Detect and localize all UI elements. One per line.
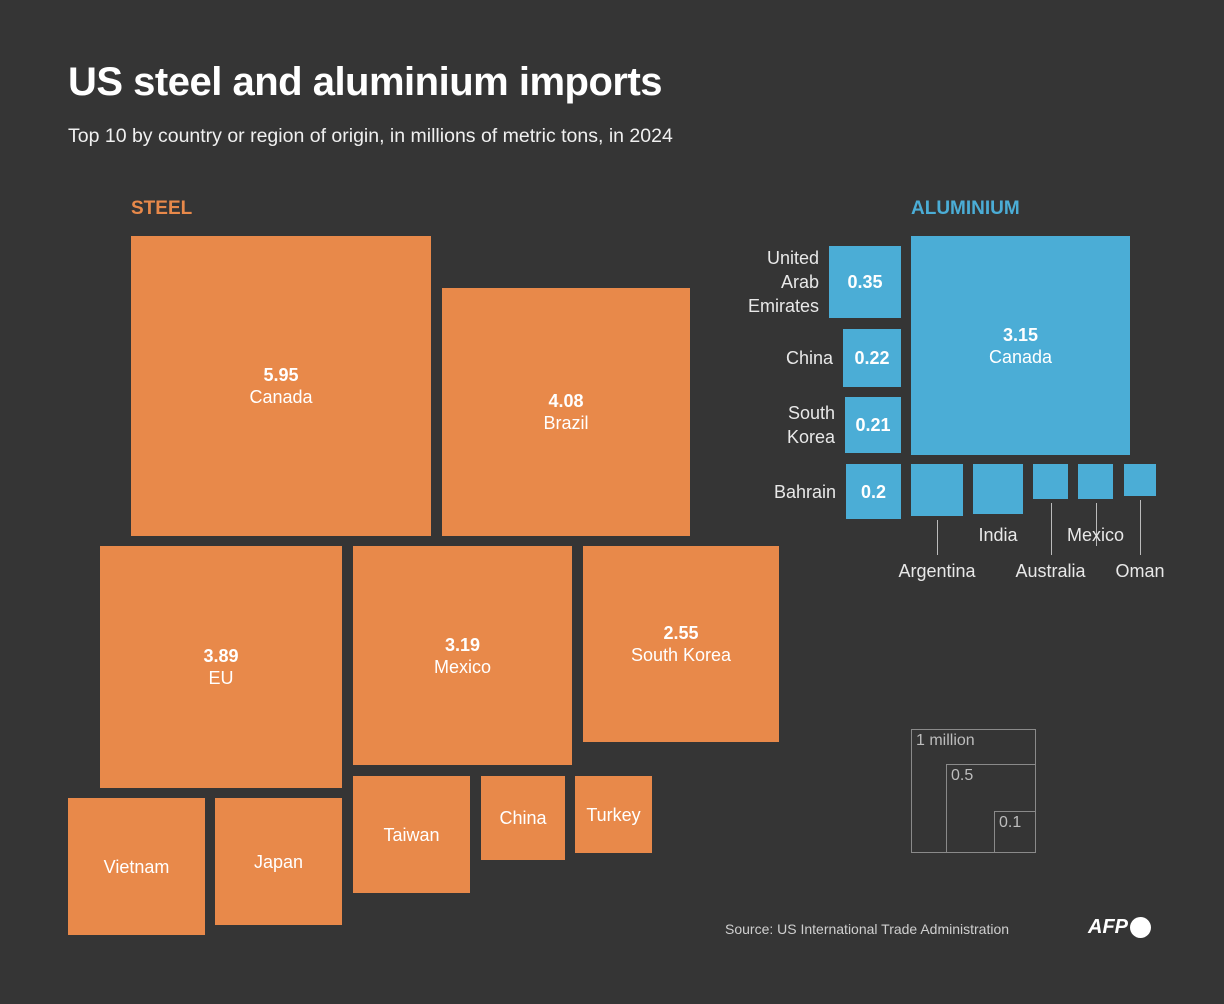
legend-label: 0.5 <box>951 767 974 784</box>
aluminium-square-canada: 3.15 Canada <box>911 236 1130 455</box>
value-label: 3.15 <box>1002 324 1039 345</box>
value-label: 0.2 <box>860 481 887 502</box>
country-label: Vietnam <box>103 856 170 877</box>
country-label: Japan <box>253 851 304 872</box>
aluminium-square-argentina <box>911 464 963 516</box>
steel-square-turkey: Turkey <box>575 776 652 853</box>
country-label: Mexico <box>1066 525 1125 545</box>
country-label: Taiwan <box>383 824 440 845</box>
leader-line <box>937 520 938 555</box>
country-label: United Arab Emirates <box>747 248 819 316</box>
value-label: 3.89 <box>203 646 239 666</box>
steel-square-south-korea: 2.55 South Korea <box>583 546 779 742</box>
country-label: Canada <box>249 387 313 407</box>
country-label: China <box>785 348 833 368</box>
leader-line <box>1095 503 1097 546</box>
aluminium-square-oman <box>1124 464 1156 496</box>
steel-square-brazil: 4.08 Brazil <box>442 288 690 536</box>
chart-title: US steel and aluminium imports <box>68 60 663 104</box>
aluminium-square-united-arab-emirates: 0.35 <box>829 246 901 318</box>
legend-label: 1 million <box>916 732 975 749</box>
country-label: Bahrain <box>773 481 836 502</box>
steel-square-mexico: 3.19 Mexico <box>353 546 572 765</box>
aluminium-square-south-korea: 0.21 <box>845 397 901 453</box>
steel-square-china: China <box>481 776 565 860</box>
value-label: 0.35 <box>847 272 883 292</box>
country-label: Canada <box>988 346 1053 367</box>
country-label: South Korea <box>786 403 835 447</box>
steel-square-japan: Japan <box>215 798 342 925</box>
value-label: 0.21 <box>855 415 891 435</box>
leader-line <box>1140 500 1141 555</box>
chart-subtitle: Top 10 by country or region of origin, i… <box>68 125 673 147</box>
steel-square-taiwan: Taiwan <box>353 776 470 893</box>
aluminium-square-mexico <box>1078 464 1113 499</box>
value-label: 0.22 <box>854 348 890 368</box>
legend-square-0.5: 0.5 <box>946 764 1036 853</box>
value-label: 5.95 <box>263 365 299 385</box>
country-label: Mexico <box>433 656 491 677</box>
steel-square-canada: 5.95 Canada <box>131 236 431 536</box>
aluminium-square-australia <box>1033 464 1068 499</box>
legend-square-0.1: 0.1 <box>994 811 1036 853</box>
afp-logo: AFP <box>1088 916 1151 939</box>
country-label: Oman <box>1115 561 1165 581</box>
country-label: India <box>978 525 1018 545</box>
country-label: China <box>499 808 547 828</box>
country-label: Australia <box>1015 561 1086 581</box>
aluminium-square-bahrain: 0.2 <box>846 464 901 519</box>
country-label: Brazil <box>543 413 589 433</box>
country-label: Argentina <box>898 561 976 581</box>
steel-square-eu: 3.89 EU <box>100 546 342 788</box>
value-label: 4.08 <box>548 391 584 411</box>
country-label: EU <box>208 668 234 688</box>
legend-label: 0.1 <box>999 814 1022 831</box>
value-label: 3.19 <box>444 634 481 655</box>
steel-heading: STEEL <box>131 198 193 219</box>
aluminium-square-china: 0.22 <box>843 329 901 387</box>
value-label: 2.55 <box>663 623 699 643</box>
country-label: Turkey <box>586 804 641 825</box>
source-note: Source: US International Trade Administr… <box>725 921 1010 937</box>
steel-square-vietnam: Vietnam <box>68 798 205 935</box>
country-label: South Korea <box>630 645 732 665</box>
leader-line <box>1050 503 1052 555</box>
aluminium-heading: ALUMINIUM <box>911 198 1020 219</box>
aluminium-square-india <box>973 464 1023 514</box>
